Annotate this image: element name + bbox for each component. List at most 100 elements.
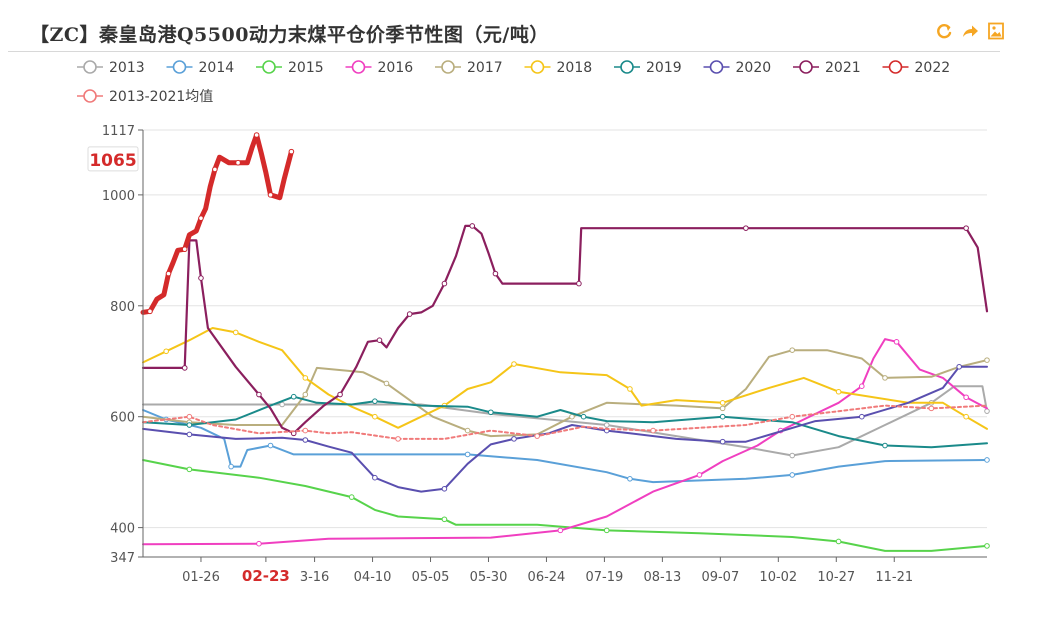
data-point[interactable] [488,409,494,416]
data-point[interactable] [302,391,309,398]
series-2016[interactable] [142,338,988,547]
data-point[interactable] [279,401,285,408]
data-point[interactable] [956,363,962,370]
series-line[interactable] [141,224,989,435]
data-point[interactable] [835,538,842,545]
data-point[interactable] [395,436,401,442]
data-point[interactable] [464,427,471,434]
data-point[interactable] [165,270,172,277]
data-point[interactable] [232,329,239,336]
data-point[interactable] [492,270,499,277]
series-2020[interactable] [142,363,988,493]
series-line[interactable] [140,132,294,315]
data-point[interactable] [228,463,234,470]
data-point[interactable] [383,380,390,387]
data-point[interactable] [186,466,193,473]
data-point[interactable] [147,308,153,315]
legend-item-2018[interactable]: 2018 [524,60,593,76]
legend-item-2013[interactable]: 2013 [77,60,145,76]
data-point[interactable] [372,413,378,420]
data-point[interactable] [882,442,888,449]
data-point[interactable] [181,246,188,253]
data-point[interactable] [372,398,378,404]
data-point[interactable] [302,437,309,443]
legend-item-2019[interactable]: 2019 [614,60,682,76]
legend-item-2014[interactable]: 2014 [166,60,235,76]
data-point[interactable] [288,148,295,155]
series-line[interactable] [142,395,988,449]
data-point[interactable] [181,365,188,371]
data-point[interactable] [290,393,297,400]
legend-item-2022[interactable]: 2022 [882,60,951,76]
data-point[interactable] [928,405,935,412]
series-2015[interactable] [142,459,990,552]
data-point[interactable] [372,474,378,481]
data-point[interactable] [789,472,796,478]
save-image-icon[interactable] [987,22,1005,40]
series-line[interactable] [142,409,988,484]
data-point[interactable] [650,427,656,434]
series-2022[interactable] [140,132,295,315]
legend-item-2017[interactable]: 2017 [435,60,503,76]
data-point[interactable] [743,225,749,231]
data-point[interactable] [198,215,204,221]
data-point[interactable] [253,132,260,138]
data-point[interactable] [719,413,726,420]
series-line[interactable] [142,459,988,552]
data-point[interactable] [893,339,900,345]
series-2013-2021均值[interactable] [142,404,988,442]
data-point[interactable] [789,413,796,420]
data-point[interactable] [580,413,587,420]
data-point[interactable] [789,347,796,353]
data-point[interactable] [569,413,575,420]
data-point[interactable] [441,485,448,492]
data-point[interactable] [984,357,990,363]
series-2017[interactable] [142,347,990,438]
data-point[interactable] [198,275,204,281]
refresh-icon[interactable] [935,22,953,40]
data-point[interactable] [963,225,969,231]
data-point[interactable] [348,494,355,500]
data-point[interactable] [511,361,517,367]
data-point[interactable] [511,436,517,442]
data-point[interactable] [858,413,865,420]
data-point[interactable] [835,388,842,395]
series-2018[interactable] [142,327,988,430]
data-point[interactable] [256,391,262,398]
data-point[interactable] [603,527,610,534]
legend-item-2020[interactable]: 2020 [703,60,772,76]
data-point[interactable] [267,192,274,198]
data-point[interactable] [256,540,262,547]
data-point[interactable] [406,311,413,317]
data-point[interactable] [696,472,703,478]
data-point[interactable] [963,413,969,420]
data-point[interactable] [984,408,990,414]
series-line[interactable] [142,327,988,430]
data-point[interactable] [163,348,169,355]
series-2014[interactable] [142,409,990,484]
data-point[interactable] [186,431,193,438]
series-line[interactable] [142,349,988,438]
share-icon[interactable] [961,22,979,40]
data-point[interactable] [186,422,193,428]
data-point[interactable] [534,433,540,439]
data-point[interactable] [984,457,990,463]
data-point[interactable] [576,280,582,287]
data-point[interactable] [719,438,726,445]
data-point[interactable] [984,543,990,549]
data-point[interactable] [627,386,633,392]
legend-item-2015[interactable]: 2015 [256,60,324,76]
data-point[interactable] [235,159,241,166]
data-point[interactable] [441,516,448,523]
data-point[interactable] [337,391,343,398]
data-point[interactable] [267,442,274,449]
data-point[interactable] [789,452,796,459]
data-point[interactable] [441,280,448,287]
data-point[interactable] [882,375,888,381]
data-point[interactable] [212,166,218,173]
data-point[interactable] [719,405,726,412]
data-point[interactable] [603,422,610,428]
series-2019[interactable] [142,393,988,449]
data-point[interactable] [858,383,865,390]
data-point[interactable] [302,375,309,381]
